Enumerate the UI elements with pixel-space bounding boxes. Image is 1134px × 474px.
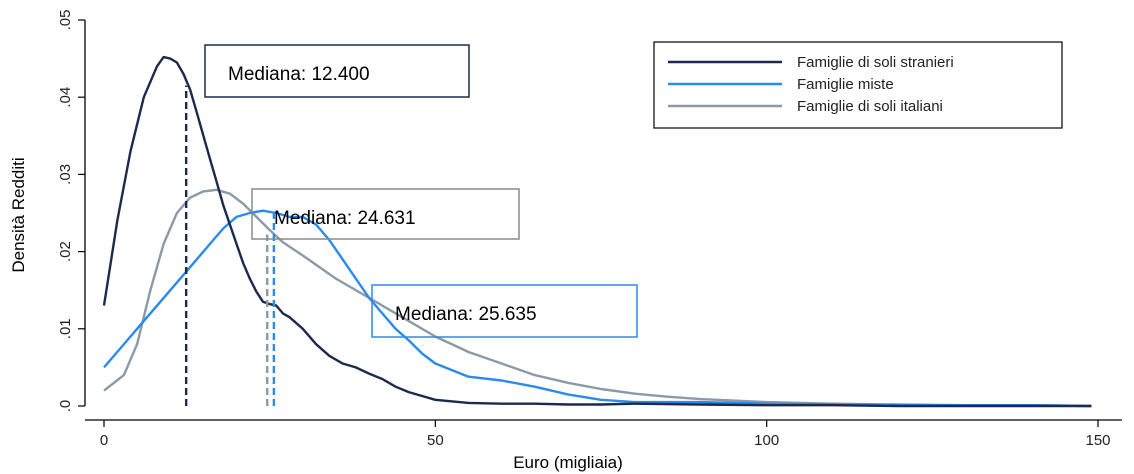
y-axis: .0 .01 .02 .03 .04 .05 Densità Redditi (9, 10, 86, 413)
legend-label: Famiglie di soli italiani (797, 98, 943, 115)
y-tick-label: .03 (57, 164, 74, 185)
series-line-0 (102, 55, 1092, 408)
y-tick-label: .05 (57, 10, 74, 31)
x-tick-label: 100 (754, 432, 779, 449)
legend-label: Famiglie miste (797, 76, 894, 93)
y-ticks: .0 .01 .02 .03 .04 .05 (57, 10, 85, 413)
annotation-box-miste (371, 284, 638, 338)
y-tick-label: .01 (57, 318, 74, 339)
x-ticks: 0 50 100 150 (100, 420, 1111, 449)
median-layer (184, 85, 276, 406)
annotation-box-italiani (251, 188, 520, 240)
annotation-italiani: Mediana: 24.631 (251, 188, 520, 240)
y-tick-label: .02 (57, 241, 74, 262)
x-tick-label: 150 (1085, 432, 1110, 449)
series-line-1 (103, 209, 1092, 408)
series-layer (102, 55, 1092, 408)
legend-label: Famiglie di soli stranieri (797, 54, 954, 71)
annotation-box-stranieri (204, 44, 470, 98)
x-axis-title: Euro (migliaia) (513, 453, 623, 472)
y-tick-label: .04 (57, 87, 74, 108)
x-tick-label: 50 (427, 432, 444, 449)
annotation-text-italiani: Mediana: 24.631 (274, 208, 416, 229)
annotation-text-miste: Mediana: 25.635 (395, 304, 537, 325)
annotation-stranieri: Mediana: 12.400 (204, 44, 470, 98)
y-axis-title: Densità Redditi (9, 157, 28, 272)
x-tick-label: 0 (100, 432, 108, 449)
series-line-2 (103, 188, 1092, 408)
annotation-miste: Mediana: 25.635 (371, 284, 638, 338)
annotation-text-stranieri: Mediana: 12.400 (228, 64, 370, 85)
legend: Famiglie di soli stranieri Famiglie miste… (653, 41, 1063, 129)
x-axis: 0 50 100 150 Euro (migliaia) (85, 419, 1122, 472)
y-tick-label: .0 (57, 400, 74, 413)
legend-items: Famiglie di soli stranieri Famiglie miste… (668, 54, 954, 115)
